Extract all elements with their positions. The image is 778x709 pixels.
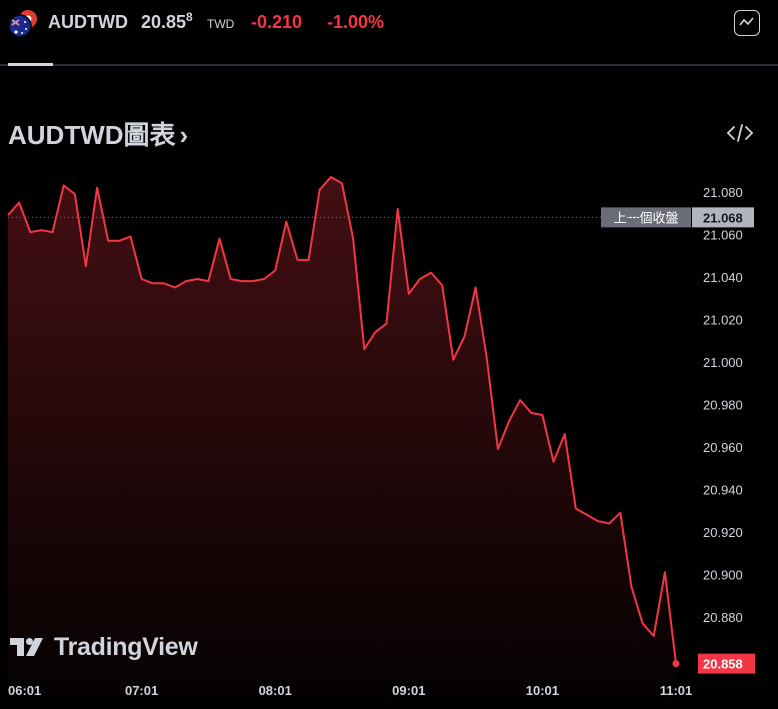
price-change-percent: -1.00%	[327, 12, 385, 32]
y-tick-label: 20.940	[703, 482, 743, 497]
y-axis: 21.080 21.060 21.040 21.020 21.000 20.980 20.9…	[601, 185, 755, 674]
y-tick-label: 21.060	[703, 227, 743, 242]
y-tick-label: 21.000	[703, 355, 743, 370]
y-tick-label: 20.980	[703, 397, 743, 412]
previous-close-badge	[601, 207, 691, 228]
price-main: 20.85	[141, 12, 187, 32]
symbol-header: AUDTWD 20.858 TWD -0.210 -1.00%	[0, 0, 778, 46]
previous-close-value: 21.068	[703, 210, 743, 225]
tradingview-logo-icon	[10, 638, 43, 656]
code-icon	[726, 124, 754, 142]
chart-toggle-button[interactable]	[734, 10, 760, 36]
y-tick-label: 20.960	[703, 440, 743, 455]
currency-label: TWD	[207, 17, 235, 31]
y-tick-label: 20.920	[703, 525, 743, 540]
previous-close-value-badge	[692, 207, 754, 228]
y-tick-label: 20.900	[703, 567, 743, 582]
previous-close-label: 上一個收盤	[613, 210, 678, 225]
symbol-name: AUDTWD	[48, 12, 128, 32]
x-tick-label: 09:01	[392, 683, 425, 698]
chart-title: AUDTWD圖表	[8, 120, 176, 150]
x-tick-label: 11:01	[660, 683, 693, 698]
tradingview-logo-text: TradingView	[54, 632, 198, 661]
x-tick-label: 10:01	[526, 683, 559, 698]
x-tick-label: 06:01	[8, 683, 41, 698]
active-tab-indicator[interactable]	[8, 63, 53, 66]
last-price-badge	[698, 653, 755, 674]
current-price: 20.858	[141, 10, 193, 33]
x-tick-label: 07:01	[125, 683, 158, 698]
price-chart[interactable]: 21.080 21.060 21.040 21.020 21.000 20.980 20.9…	[0, 150, 778, 709]
x-tick-label: 08:01	[259, 683, 292, 698]
tradingview-logo[interactable]: TradingView	[10, 632, 198, 662]
tab-divider	[0, 64, 778, 66]
plot-area	[7, 176, 688, 698]
chevron-right-icon: ›	[179, 120, 189, 150]
last-price-value: 20.858	[703, 657, 743, 672]
australia-taiwan-flag-icon	[8, 10, 37, 38]
price-fraction: 8	[186, 10, 193, 24]
price-change: -0.210	[251, 12, 303, 32]
price-area-fill	[8, 177, 676, 698]
y-tick-label: 20.880	[703, 610, 743, 625]
x-axis: 06:01 07:01 08:01 09:01 10:01 11:01	[8, 683, 692, 698]
y-tick-label: 21.080	[703, 185, 743, 200]
embed-code-button[interactable]	[726, 121, 754, 145]
price-line	[7, 176, 677, 664]
last-price-dot	[672, 660, 680, 668]
y-tick-label: 21.020	[703, 312, 743, 327]
line-chart-icon	[739, 17, 754, 26]
y-tick-label: 21.040	[703, 270, 743, 285]
chart-title-link[interactable]: AUDTWD圖表 ›	[8, 115, 188, 152]
